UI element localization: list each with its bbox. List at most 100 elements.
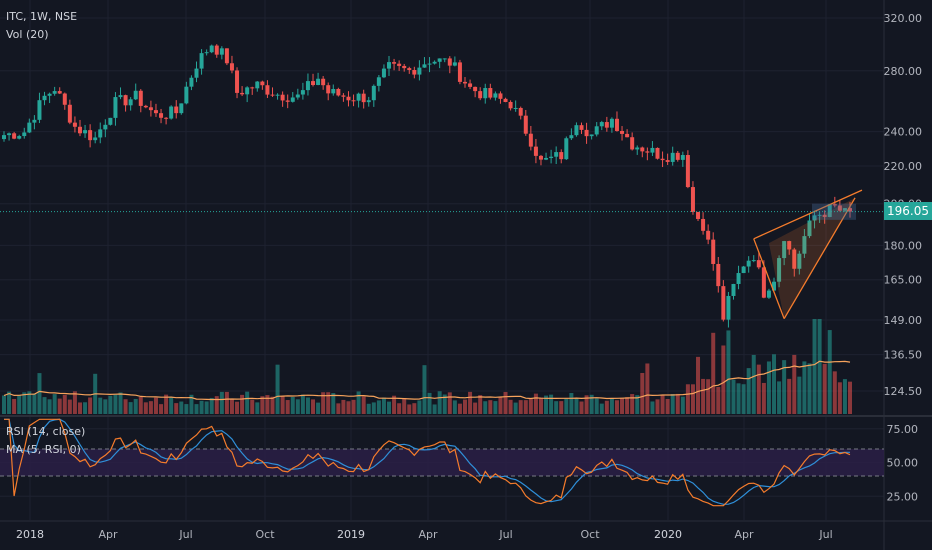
candle-body: [52, 91, 57, 94]
volume-bar: [650, 401, 655, 414]
volume-bar: [123, 399, 128, 414]
volume-bar: [777, 381, 782, 414]
volume-ma-line: [3, 360, 851, 401]
volume-bar: [848, 381, 852, 414]
volume-bar: [346, 401, 351, 414]
candle-body: [549, 156, 554, 158]
time-tick-label: Apr: [98, 528, 118, 541]
candle-body: [305, 81, 310, 91]
candle-body: [447, 58, 452, 66]
rsi-ma-legend[interactable]: MA (5, RSI, 0): [6, 443, 81, 456]
volume-bar: [22, 392, 27, 414]
volume-bar: [52, 394, 57, 414]
volume-bar: [680, 396, 685, 414]
volume-bar: [407, 404, 412, 414]
volume-bar: [442, 394, 447, 414]
candle-body: [528, 133, 533, 147]
candle-body: [670, 152, 675, 162]
candle-body: [569, 135, 574, 139]
candle-body: [397, 63, 402, 66]
candle-body: [57, 91, 62, 94]
volume-legend[interactable]: Vol (20): [6, 28, 49, 41]
candle-body: [716, 263, 721, 287]
volume-bar: [113, 394, 118, 414]
candle-body: [98, 129, 103, 138]
volume-bar: [376, 400, 381, 414]
volume-bar: [533, 393, 538, 414]
candle-body: [442, 58, 447, 60]
candle-body: [88, 130, 93, 141]
candle-body: [706, 230, 711, 240]
price-tick-label: 220.00: [884, 160, 923, 173]
candle-body: [371, 85, 376, 101]
volume-bar: [549, 394, 554, 414]
volume-bar: [488, 400, 493, 414]
candle-body: [331, 88, 336, 94]
rsi-legend[interactable]: RSI (14, close): [6, 425, 86, 438]
candle-body: [346, 96, 351, 101]
volume-bar: [731, 379, 736, 414]
candle-body: [321, 78, 326, 86]
candle-body: [437, 58, 442, 62]
rsi-tick-label: 75.00: [887, 423, 919, 436]
volume-bar: [275, 364, 280, 414]
time-tick-label: Oct: [255, 528, 275, 541]
volume-bar: [457, 403, 462, 414]
volume-bar: [452, 400, 457, 414]
volume-bar: [518, 400, 523, 414]
symbol-title[interactable]: ITC, 1W, NSE: [6, 10, 78, 23]
volume-bar: [255, 402, 260, 414]
candle-body: [113, 97, 118, 118]
candle-body: [179, 103, 184, 114]
candle-body: [402, 65, 407, 69]
candle-body: [17, 136, 22, 139]
candle-body: [554, 152, 559, 157]
candle-body: [599, 122, 604, 127]
volume-bar: [371, 402, 376, 414]
volume-bar: [706, 379, 711, 414]
candle-body: [22, 132, 27, 137]
candle-body: [842, 208, 847, 211]
candle-body: [518, 107, 523, 116]
candle-body: [498, 93, 503, 99]
volume-bar: [569, 392, 574, 414]
volume-bar: [473, 402, 478, 414]
candle-body: [584, 129, 589, 137]
volume-bar: [72, 391, 77, 414]
volume-bar: [437, 391, 442, 414]
candle-body: [478, 91, 483, 99]
candle-body: [280, 94, 285, 101]
volume-bar: [245, 391, 250, 414]
volume-bar: [559, 401, 564, 414]
candle-body: [452, 62, 457, 66]
candle-body: [837, 205, 842, 211]
candle-body: [817, 214, 822, 216]
candle-body: [812, 215, 817, 221]
volume-bar: [822, 363, 827, 414]
candle-body: [533, 146, 538, 156]
candle-body: [564, 138, 569, 160]
candle-body: [164, 117, 169, 119]
candle-body: [675, 152, 680, 160]
volume-bar: [827, 330, 832, 414]
candle-body: [508, 101, 513, 109]
candle-body: [37, 100, 42, 120]
candle-body: [807, 220, 812, 237]
candle-body: [12, 133, 17, 139]
candle-body: [589, 134, 594, 137]
candle-body: [199, 53, 204, 69]
rsi-tick-label: 25.00: [887, 490, 919, 503]
volume-bar: [2, 395, 6, 414]
volume-bar: [751, 354, 756, 414]
candle-body: [468, 83, 473, 87]
candle-body: [356, 93, 361, 101]
volume-bar: [513, 402, 518, 414]
candle-body: [148, 107, 153, 111]
candle-body: [366, 100, 371, 103]
candle-body: [275, 94, 280, 96]
volume-bar: [128, 402, 133, 414]
volume-bar: [523, 400, 528, 414]
candle-body: [2, 135, 6, 140]
volume-bar: [609, 398, 614, 414]
